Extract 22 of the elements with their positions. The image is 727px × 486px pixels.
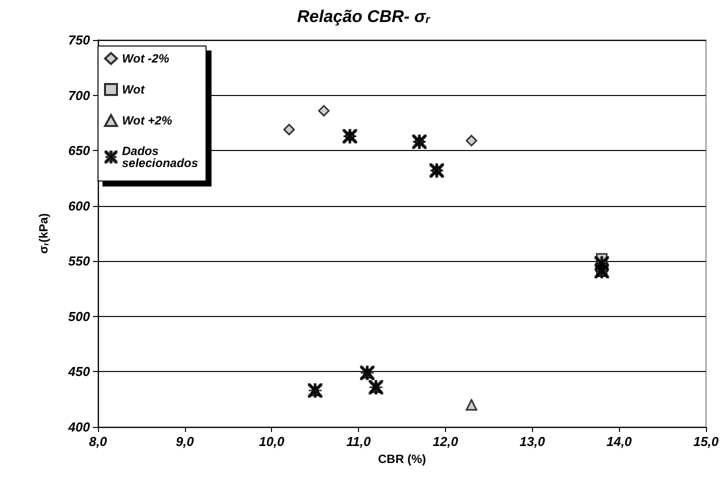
y-tick-label: 700 <box>68 88 91 103</box>
x-tick-label: 15,0 <box>693 434 720 449</box>
y-tick-label: 650 <box>68 143 91 158</box>
legend-label: Wot -2% <box>122 52 170 66</box>
y-tick-label: 400 <box>67 420 91 434</box>
y-tick-label: 750 <box>68 32 91 48</box>
y-tick-label: 550 <box>68 254 91 269</box>
y-tick-label: 450 <box>67 364 91 380</box>
y-tick-label: 500 <box>68 308 91 324</box>
y-tick-label: 600 <box>68 198 91 214</box>
chart-title: Relação CBR- σr <box>297 6 431 26</box>
x-axis-title: CBR (%) <box>378 452 426 466</box>
x-tick-label: 12,0 <box>432 434 459 449</box>
x-tick-label: 14,0 <box>606 434 633 449</box>
legend-label: Dados selecionados <box>122 144 198 170</box>
x-tick-label: 13,0 <box>520 434 546 449</box>
x-tick-label: 9,0 <box>176 434 195 449</box>
x-tick-label: 10,0 <box>259 434 286 449</box>
legend-label: Wot <box>122 82 146 96</box>
legend-label: Wot +2% <box>122 114 172 128</box>
x-tick-label: 8,0 <box>88 434 108 449</box>
x-tick-label: 11,0 <box>346 434 372 449</box>
